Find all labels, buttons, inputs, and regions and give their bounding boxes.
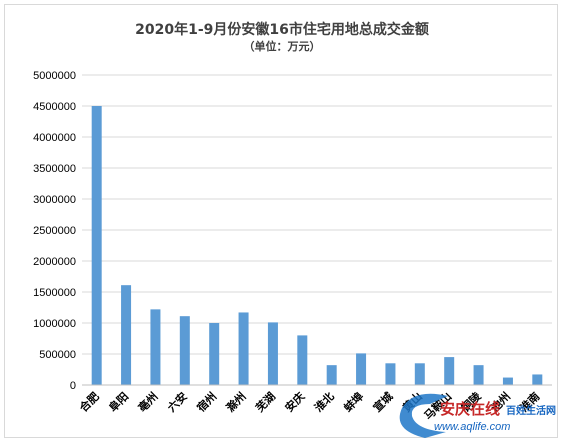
y-tick-label: 0 bbox=[70, 380, 76, 392]
bars bbox=[91, 106, 543, 385]
x-tick-label: 阜阳 bbox=[106, 389, 131, 414]
y-tick-label: 2500000 bbox=[33, 225, 76, 237]
y-tick-label: 3500000 bbox=[33, 163, 76, 175]
bar-3 bbox=[150, 309, 161, 385]
bar-14 bbox=[473, 365, 484, 385]
y-tick-label: 4000000 bbox=[33, 132, 76, 144]
watermark-tagline: 百姓生活网 bbox=[506, 404, 556, 417]
y-tick-label: 1000000 bbox=[33, 318, 76, 330]
x-tick-label: 安庆 bbox=[282, 389, 307, 414]
y-tick-label: 5000000 bbox=[33, 70, 76, 82]
x-tick-label: 芜湖 bbox=[253, 389, 278, 414]
chart-title: 2020年1-9月份安徽16市住宅用地总成交金额 bbox=[135, 21, 429, 38]
x-tick-label: 宿州 bbox=[194, 389, 219, 414]
watermark-url: www.aqlife.com bbox=[434, 421, 510, 433]
bar-5 bbox=[209, 323, 220, 385]
bar-4 bbox=[179, 316, 190, 385]
bar-13 bbox=[444, 357, 455, 385]
x-tick-label: 亳州 bbox=[135, 389, 160, 414]
y-tick-label: 3000000 bbox=[33, 194, 76, 206]
x-tick-label: 六安 bbox=[164, 389, 189, 414]
bar-15 bbox=[502, 377, 513, 385]
y-tick-label: 500000 bbox=[39, 349, 76, 361]
bar-9 bbox=[326, 365, 337, 385]
bar-7 bbox=[267, 322, 278, 385]
y-axis-ticks: 0 500000 1000000 1500000 2000000 2500000 30000… bbox=[33, 70, 76, 392]
bar-2 bbox=[121, 285, 132, 385]
bar-11 bbox=[385, 363, 396, 385]
watermark-logo-icon bbox=[399, 393, 448, 438]
bar-10 bbox=[356, 353, 367, 385]
x-tick-label: 蚌埠 bbox=[341, 389, 366, 414]
watermark-logo-text: 安庆在线 bbox=[440, 400, 500, 418]
y-tick-label: 1500000 bbox=[33, 287, 76, 299]
bar-1 bbox=[91, 106, 102, 385]
bar-8 bbox=[297, 335, 308, 385]
bar-16 bbox=[532, 374, 543, 385]
x-tick-label: 合肥 bbox=[76, 389, 101, 414]
bar-6 bbox=[238, 312, 249, 385]
x-tick-label: 滁州 bbox=[223, 389, 248, 414]
x-tick-label: 淮北 bbox=[311, 389, 336, 414]
x-tick-label: 宣城 bbox=[370, 389, 395, 414]
chart-subtitle: （单位：万元） bbox=[244, 39, 321, 53]
y-tick-label: 4500000 bbox=[33, 101, 76, 113]
bar-12 bbox=[414, 363, 425, 385]
y-tick-label: 2000000 bbox=[33, 256, 76, 268]
watermark: 安庆在线 百姓生活网 www.aqlife.com bbox=[399, 393, 556, 438]
